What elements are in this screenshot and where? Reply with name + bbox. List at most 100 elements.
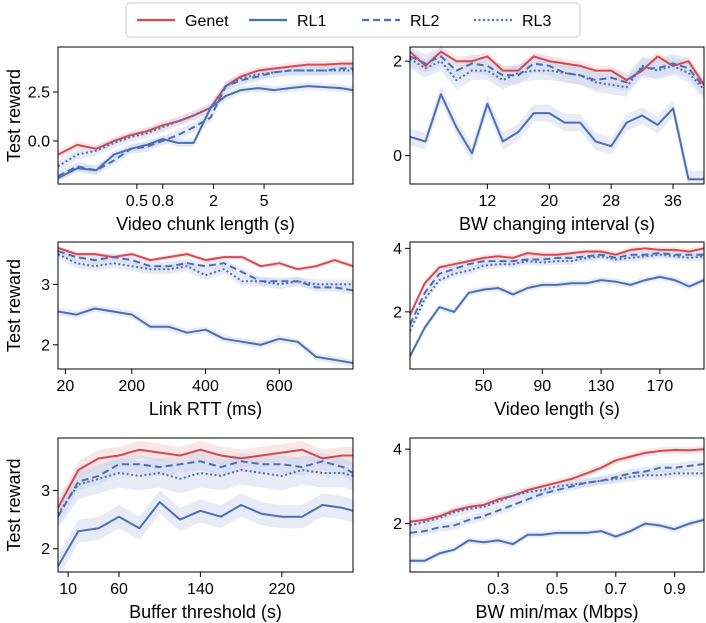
x-tick-label: 60 — [110, 581, 128, 598]
y-tick-label: 2 — [393, 54, 402, 71]
y-tick-label: 2 — [41, 541, 50, 558]
plot-area — [410, 445, 704, 564]
x-tick-label: 220 — [268, 581, 295, 598]
x-tick-label: 90 — [533, 378, 551, 395]
band-rl3 — [410, 250, 704, 335]
band-rl1 — [410, 516, 704, 564]
plot-area — [58, 440, 353, 572]
series-line-rl1 — [410, 93, 704, 181]
y-tick-label: 4 — [393, 442, 402, 459]
panel-p3: 20 200 400 600 2 3 Link RTT (ms) Test reward — [4, 241, 354, 419]
x-tick-label: 130 — [588, 378, 615, 395]
series-line-rl2 — [410, 55, 704, 88]
axes-frame — [409, 241, 705, 370]
y-axis-label: Test reward — [4, 259, 24, 352]
band-rl1 — [58, 490, 353, 572]
series-line-genet — [410, 448, 704, 523]
y-tick-label: 3 — [41, 483, 50, 500]
series-line-genet — [58, 247, 353, 271]
x-tick-label: 200 — [118, 378, 145, 395]
legend-frame — [125, 2, 581, 38]
x-tick-label: 0.7 — [605, 581, 627, 598]
legend-label-rl1: RL1 — [297, 13, 326, 30]
panel-p1: 0.5 0.8 2 5 0.0 2.5 Video chunk length (s) Test… — [4, 46, 354, 234]
x-axis-label: BW min/max (Mbps) — [475, 602, 638, 622]
x-tick-label: 170 — [647, 378, 674, 395]
band-rl3 — [58, 455, 353, 529]
x-tick-label: 12 — [478, 193, 496, 210]
band-rl3 — [410, 468, 704, 530]
y-tick-label: 3 — [41, 277, 50, 294]
series-line-rl3 — [410, 472, 704, 527]
legend: Genet RL1 RL2 RL3 — [125, 2, 581, 38]
panel-p2: 12 20 28 36 0 2 BW changing interval (s) — [393, 46, 705, 234]
band-genet — [58, 440, 353, 517]
band-rl2 — [410, 459, 704, 538]
x-axis-label: Video length (s) — [494, 399, 620, 419]
x-axis-label: BW changing interval (s) — [459, 214, 655, 234]
band-genet — [410, 245, 704, 319]
x-tick-label: 0.9 — [663, 581, 685, 598]
band-rl1 — [410, 273, 704, 360]
plot-area — [410, 47, 704, 184]
series-line-rl3 — [410, 57, 704, 91]
legend-label-rl3: RL3 — [522, 13, 551, 30]
y-tick-label: 0 — [393, 148, 402, 165]
y-tick-label: 0.0 — [28, 133, 50, 150]
series-line-rl3 — [58, 69, 353, 168]
x-tick-label: 0.5 — [546, 581, 568, 598]
x-tick-label: 5 — [260, 193, 269, 210]
series-line-rl2 — [58, 460, 353, 518]
series-line-rl2 — [410, 463, 704, 534]
band-rl1 — [58, 82, 353, 182]
series-line-rl1 — [58, 307, 353, 364]
band-rl2 — [58, 246, 353, 295]
plot-area — [410, 245, 704, 360]
y-tick-label: 2 — [41, 337, 50, 354]
panel-p4: 50 90 130 170 2 4 Video length (s) — [393, 241, 705, 419]
series-line-rl1 — [410, 518, 704, 562]
legend-label-genet: Genet — [185, 13, 229, 30]
x-tick-label: 50 — [475, 378, 493, 395]
band-genet — [58, 245, 353, 272]
x-tick-label: 2 — [209, 193, 218, 210]
x-tick-label: 28 — [602, 193, 620, 210]
y-tick-label: 2 — [393, 304, 402, 321]
y-tick-label: 2.5 — [28, 85, 50, 102]
band-rl2 — [58, 452, 353, 526]
x-tick-label: 10 — [59, 581, 77, 598]
series-line-rl2 — [58, 250, 353, 292]
series-line-genet — [410, 50, 704, 86]
axes-frame — [57, 437, 354, 573]
x-tick-label: 0.5 — [126, 193, 148, 210]
y-tick-label: 2 — [393, 516, 402, 533]
x-tick-label: 400 — [192, 378, 219, 395]
x-tick-label: 20 — [56, 378, 74, 395]
series-line-rl3 — [58, 469, 353, 515]
series-line-rl1 — [58, 85, 353, 179]
series-line-genet — [58, 448, 353, 509]
plot-area — [58, 245, 353, 367]
band-rl1 — [410, 85, 704, 184]
x-tick-label: 36 — [664, 193, 682, 210]
x-axis-label: Video chunk length (s) — [116, 214, 295, 234]
y-tick-label: 4 — [393, 241, 402, 258]
series-line-rl1 — [410, 275, 704, 357]
x-axis-label: Link RTT (ms) — [149, 399, 262, 419]
y-axis-label: Test reward — [4, 458, 24, 551]
x-tick-label: 0.3 — [487, 581, 509, 598]
y-axis-label: Test reward — [4, 69, 24, 162]
x-tick-label: 20 — [540, 193, 558, 210]
panel-p6: 0.3 0.5 0.7 0.9 2 4 BW min/max (Mbps) — [393, 437, 705, 622]
series-line-rl2 — [410, 252, 704, 326]
band-rl3 — [410, 49, 704, 99]
legend-label-rl2: RL2 — [410, 13, 439, 30]
series-line-rl1 — [58, 501, 353, 567]
axes-frame — [57, 46, 354, 185]
axes-frame — [409, 46, 705, 185]
x-tick-label: 600 — [266, 378, 293, 395]
series-line-genet — [410, 247, 704, 316]
panel-p5: 10 60 140 220 2 3 Buffer threshold (s) Test rew… — [4, 437, 354, 622]
